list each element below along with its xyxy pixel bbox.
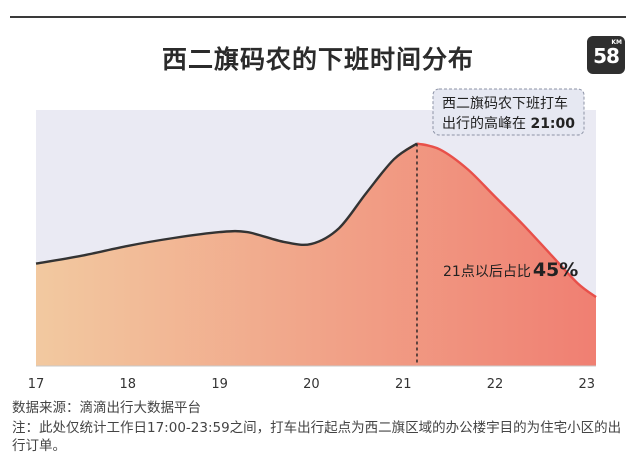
curve-line-left	[35, 142, 418, 265]
annotation-line2-prefix: 出行的高峰在	[442, 115, 530, 132]
share-label: 21点以后占比 45%	[443, 259, 578, 281]
curve-line-right	[416, 142, 597, 299]
annotation-line1: 西二旗码农下班打车	[442, 95, 568, 112]
x-tick-label: 21	[395, 377, 412, 392]
footnote: 注：此处仅统计工作日17:00-23:59之间，打车出行起点为西二旗区域的办公楼…	[12, 420, 622, 454]
logo-badge-icon: KM 58	[587, 36, 625, 74]
share-label-prefix: 21点以后占比	[443, 264, 531, 280]
x-tick-label: 17	[28, 377, 45, 392]
peak-annotation: 西二旗码农下班打车 出行的高峰在 21:00	[432, 88, 585, 136]
x-tick-label: 22	[487, 377, 504, 392]
x-tick-label: 18	[120, 377, 137, 392]
top-rule	[10, 16, 626, 18]
area-fill	[36, 143, 596, 366]
x-tick-label: 20	[303, 377, 320, 392]
chart-title: 西二旗码农的下班时间分布	[161, 45, 474, 74]
annotation-peak-time: 21:00	[530, 116, 575, 132]
logo-unit: KM	[611, 39, 622, 46]
logo-number: 58	[593, 44, 620, 68]
share-value: 45%	[533, 259, 578, 281]
annotation-line2: 出行的高峰在 21:00	[442, 115, 575, 132]
x-tick-labels: 17 18 19 20 21 22 23	[28, 377, 595, 392]
annotation-box	[432, 88, 585, 136]
x-tick-label: 19	[211, 377, 228, 392]
source-note: 数据来源：滴滴出行大数据平台	[12, 400, 201, 416]
x-tick-label: 23	[579, 377, 596, 392]
